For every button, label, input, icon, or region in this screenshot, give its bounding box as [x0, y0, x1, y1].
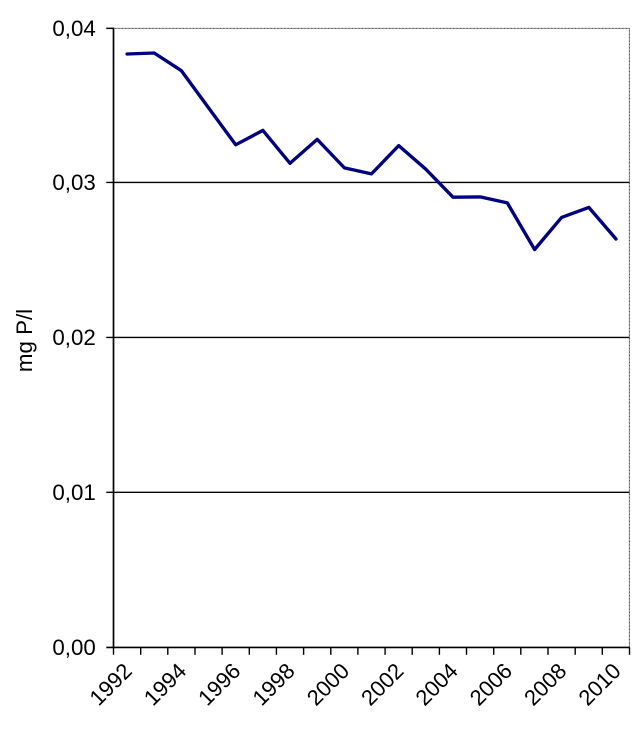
svg-text:0,02: 0,02	[52, 325, 95, 350]
svg-text:0,04: 0,04	[52, 16, 95, 41]
svg-text:0,03: 0,03	[52, 170, 95, 195]
svg-text:mg P/l: mg P/l	[12, 309, 37, 372]
svg-text:0,00: 0,00	[52, 635, 95, 660]
svg-text:0,01: 0,01	[52, 480, 95, 505]
